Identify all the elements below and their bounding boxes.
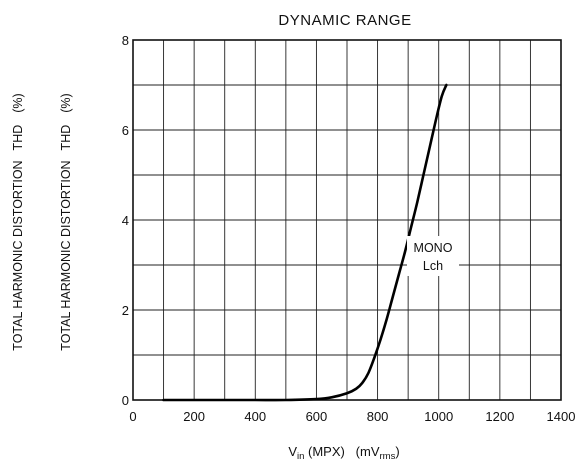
x-tick-label: 0 xyxy=(129,409,136,424)
x-tick-label: 200 xyxy=(183,409,205,424)
series-group xyxy=(162,83,448,402)
y-tick-labels: 0 2 4 6 8 xyxy=(122,33,129,408)
x-axis-label: Vin (MPX) (mVrms) xyxy=(288,444,399,462)
x-tick-labels: 0 200 400 600 800 1000 1200 1400 xyxy=(129,409,575,424)
y-axis-label-secondary-text: TOTAL HARMONIC DISTORTIONTHD(%) xyxy=(59,93,73,350)
y-tick-label: 0 xyxy=(122,393,129,408)
x-tick-label: 800 xyxy=(367,409,389,424)
y-axis-label-primary: TOTAL HARMONIC DISTORTIONTHD(%) xyxy=(11,93,25,350)
grid xyxy=(132,39,562,401)
y-tick-label: 8 xyxy=(122,33,129,48)
x-tick-label: 1400 xyxy=(547,409,576,424)
x-tick-label: 1200 xyxy=(485,409,514,424)
annotation-mono: MONO xyxy=(414,241,453,255)
y-tick-label: 4 xyxy=(122,213,129,228)
y-axis-label-primary-text: TOTAL HARMONIC DISTORTIONTHD(%) xyxy=(11,93,25,350)
plot-frame xyxy=(132,39,562,401)
chart-title: DYNAMIC RANGE xyxy=(278,12,411,29)
x-tick-label: 1000 xyxy=(424,409,453,424)
annotation-lch: Lch xyxy=(423,259,443,273)
x-tick-label: 600 xyxy=(306,409,328,424)
x-tick-label: 400 xyxy=(244,409,266,424)
y-axis-label-secondary: TOTAL HARMONIC DISTORTIONTHD(%) xyxy=(59,93,73,350)
y-tick-label: 6 xyxy=(122,123,129,138)
annotation-backdrop xyxy=(407,236,459,276)
series-line xyxy=(162,83,448,402)
y-tick-label: 2 xyxy=(122,303,129,318)
